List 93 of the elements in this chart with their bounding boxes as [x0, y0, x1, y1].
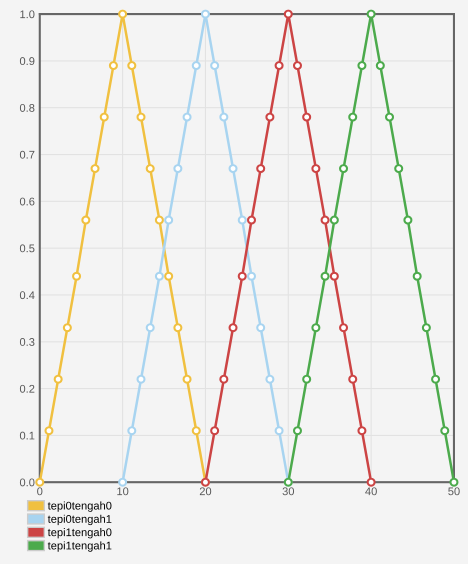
y-tick-label: 0.1 [20, 432, 34, 440]
point [118, 10, 128, 19]
y-tick-label: 0.9 [20, 57, 34, 66]
point [357, 426, 366, 436]
y-tick-label: 0.6 [20, 198, 34, 206]
y-tick-label: 0.8 [20, 104, 34, 112]
point [246, 272, 256, 281]
point [72, 272, 82, 281]
point [136, 374, 146, 384]
point [348, 374, 358, 384]
x-tick-label: 10 [117, 487, 128, 496]
point [127, 61, 136, 70]
y-tick-label: 0.4 [20, 291, 35, 300]
point [54, 374, 63, 384]
point [449, 478, 458, 487]
point [292, 61, 302, 70]
point [108, 61, 118, 70]
point [320, 216, 330, 225]
point [302, 112, 312, 122]
point [118, 478, 128, 487]
x-tick-label: 30 [282, 487, 294, 496]
point [81, 216, 90, 225]
point [422, 323, 431, 332]
point [182, 112, 192, 122]
point [154, 216, 164, 225]
point [164, 272, 174, 281]
point [366, 478, 376, 487]
point [376, 61, 385, 70]
y-tick-label: 0.3 [20, 338, 34, 346]
point [265, 112, 274, 122]
point [394, 164, 404, 174]
x-tick-label: 50 [448, 487, 460, 496]
y-tick-label: 1.0 [20, 10, 34, 18]
point [154, 272, 164, 281]
point [35, 478, 44, 487]
point [219, 374, 228, 384]
point [210, 61, 220, 70]
point [431, 374, 440, 384]
point [265, 374, 274, 384]
y-tick-label: 0.5 [20, 244, 34, 252]
point [384, 112, 394, 122]
x-tick-label: 0 [37, 487, 42, 496]
point [284, 10, 293, 19]
point [339, 164, 348, 174]
point [256, 164, 266, 174]
point [274, 426, 284, 436]
point [256, 323, 266, 332]
y-tick-label: 0.7 [20, 150, 34, 159]
legend-label: tepi0tengah1 [48, 514, 112, 526]
point [238, 216, 247, 225]
point [164, 216, 174, 225]
point [62, 323, 72, 332]
point [210, 426, 220, 436]
point [192, 61, 201, 70]
point [238, 272, 247, 281]
y-tick-label: 0.2 [20, 384, 34, 393]
legend-label: tepi1tengah0 [48, 528, 112, 538]
point [136, 112, 146, 122]
point [274, 61, 284, 70]
point [146, 323, 155, 332]
point [357, 61, 366, 70]
point [348, 112, 358, 122]
point [320, 272, 330, 281]
point [228, 323, 238, 332]
point [330, 272, 339, 281]
point [182, 374, 192, 384]
legend-label: tepi0tengah0 [48, 501, 112, 512]
x-tick-label: 40 [365, 487, 377, 496]
point [440, 426, 450, 436]
x-tick-label: 20 [200, 487, 212, 496]
point [127, 426, 136, 436]
y-tick-label: 0.0 [20, 478, 34, 486]
point [311, 323, 320, 332]
point [246, 216, 256, 225]
point [311, 164, 320, 174]
point [44, 426, 54, 436]
point [339, 323, 348, 332]
point [100, 112, 109, 122]
point [173, 323, 182, 332]
point [146, 164, 155, 174]
point [200, 10, 210, 19]
point [302, 374, 312, 384]
point [90, 164, 100, 174]
point [330, 216, 339, 225]
point [366, 10, 376, 19]
point [219, 112, 228, 122]
point [192, 426, 201, 436]
point [412, 272, 422, 281]
point [292, 426, 302, 436]
point [228, 164, 238, 174]
legend-label: tepi1tengah1 [48, 541, 112, 552]
point [403, 216, 412, 225]
point [173, 164, 182, 174]
